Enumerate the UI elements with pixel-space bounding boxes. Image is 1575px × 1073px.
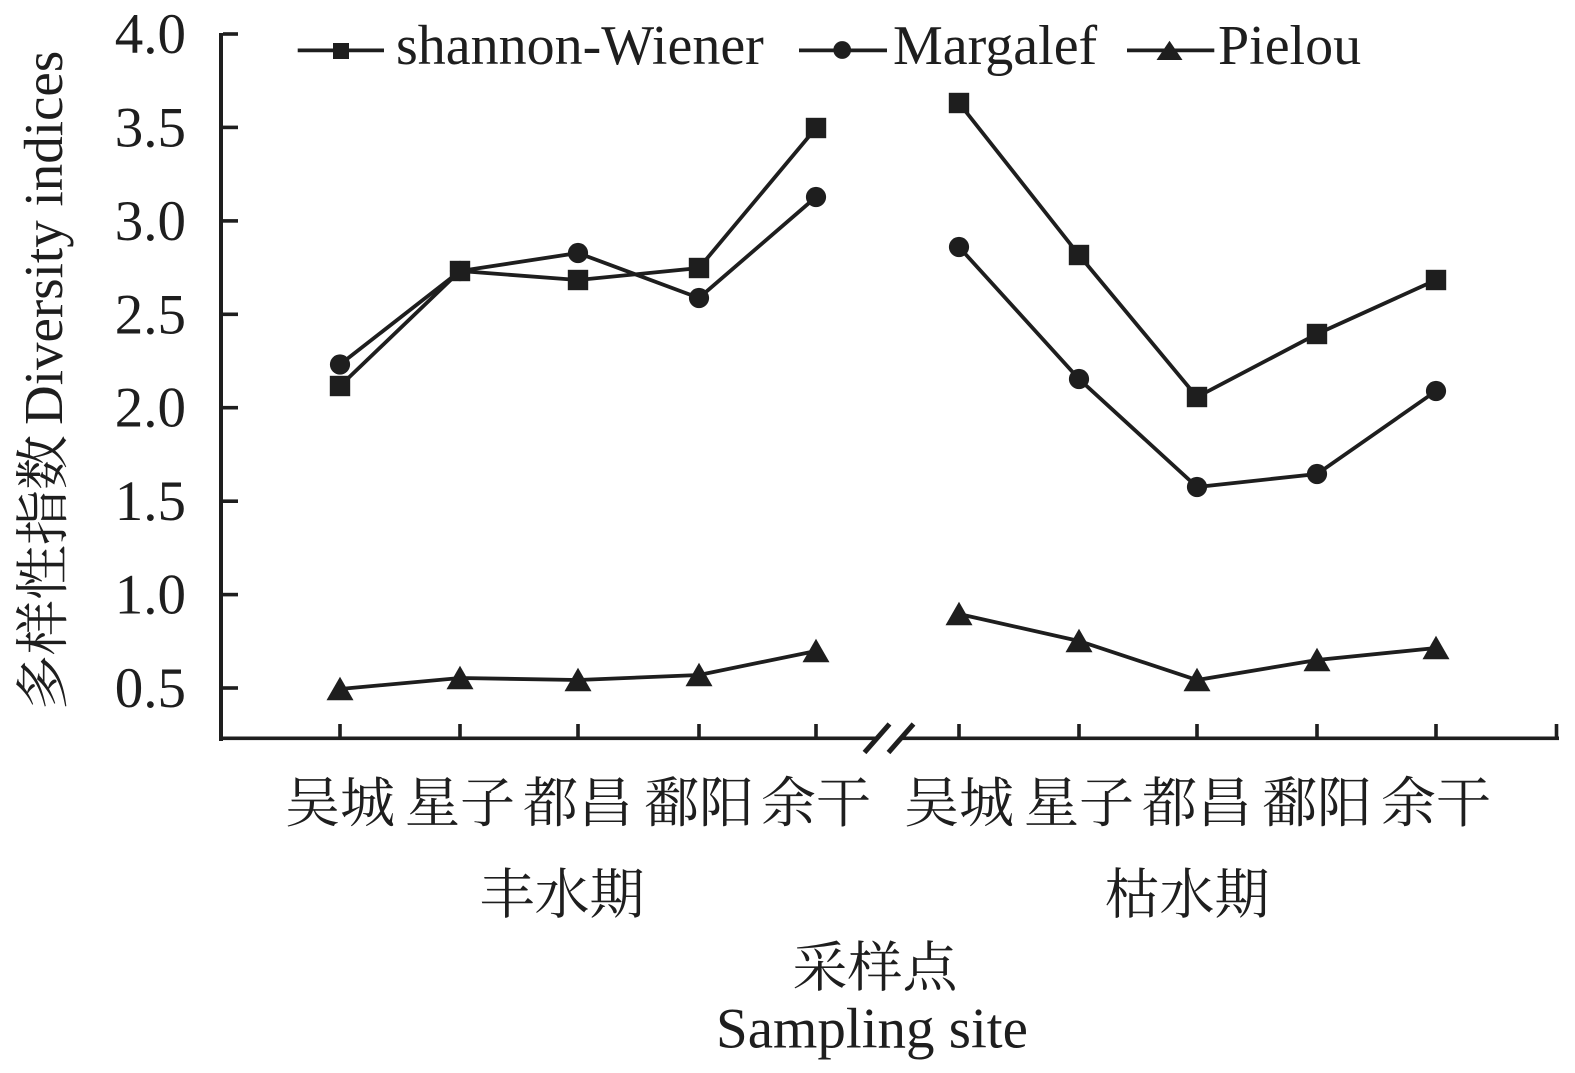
svg-text:1.0: 1.0 [115, 564, 186, 627]
svg-text:shannon-Wiener: shannon-Wiener [396, 15, 764, 77]
svg-text:Margalef: Margalef [893, 15, 1098, 77]
svg-text:0.5: 0.5 [115, 657, 186, 720]
svg-text:Pielou: Pielou [1218, 15, 1361, 77]
svg-text:2.0: 2.0 [115, 377, 186, 440]
svg-text:1.5: 1.5 [115, 470, 186, 533]
svg-text:Sampling site: Sampling site [716, 998, 1028, 1061]
svg-text:3.5: 3.5 [115, 96, 186, 159]
svg-text:4.0: 4.0 [115, 3, 186, 66]
svg-text:2.5: 2.5 [115, 283, 186, 346]
svg-text:3.0: 3.0 [115, 190, 186, 253]
svg-text:Diversity indices: Diversity indices [13, 51, 74, 425]
